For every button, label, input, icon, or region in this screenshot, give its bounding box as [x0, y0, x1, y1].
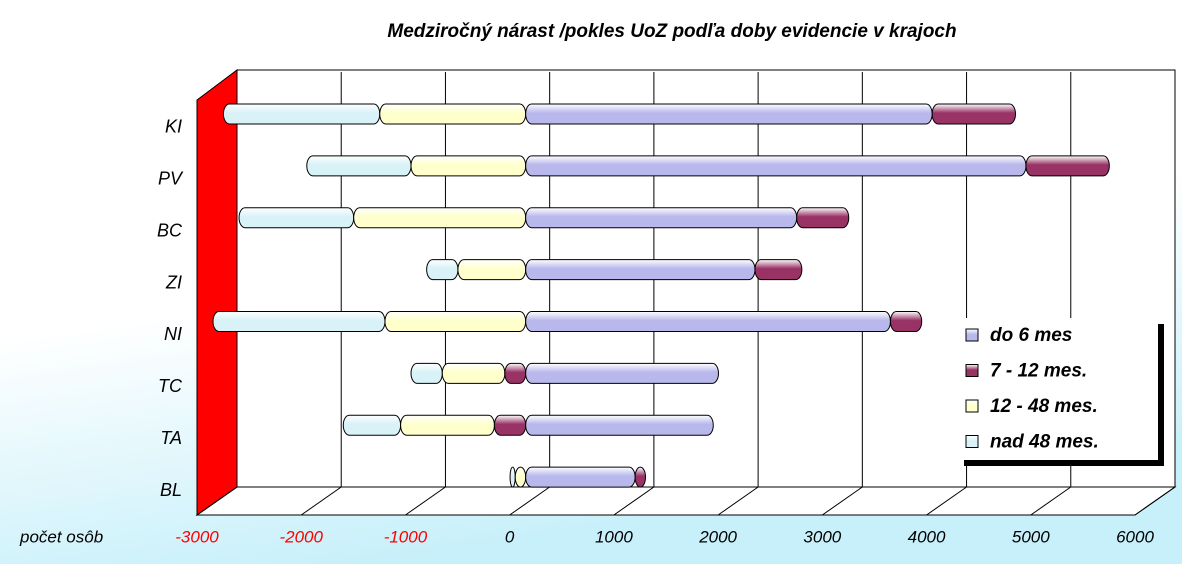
legend — [958, 318, 1158, 460]
bar — [754, 259, 803, 281]
x-tick-label: 6000 — [1116, 527, 1154, 546]
bar — [634, 466, 647, 488]
x-tick-label: -1000 — [384, 527, 428, 546]
bar — [306, 155, 412, 177]
legend-items: do 6 mes 7 - 12 mes. 12 - 48 mes. nad 48 me… — [965, 325, 1099, 453]
bar — [379, 103, 527, 125]
legend-label: 12 - 48 mes. — [990, 396, 1098, 417]
bar — [342, 414, 402, 436]
bar — [441, 362, 506, 384]
bar — [400, 414, 495, 436]
bar — [525, 414, 714, 436]
legend-swatch — [965, 399, 979, 413]
legend-label: 7 - 12 mes. — [990, 361, 1087, 382]
x-tick-label: -2000 — [279, 527, 323, 546]
bar — [384, 310, 527, 332]
bar — [525, 259, 756, 281]
chart-title: Medziročný nárast /pokles UoZ podľa doby… — [387, 21, 956, 42]
x-tick-label: -3000 — [175, 527, 219, 546]
x-tick-label: 1000 — [595, 527, 633, 546]
legend-swatch — [965, 435, 979, 448]
bar — [514, 466, 527, 488]
bar — [426, 259, 459, 281]
bar — [504, 362, 527, 384]
bar — [525, 362, 719, 384]
floor-line — [926, 486, 967, 516]
y-tick-label: TA — [160, 428, 182, 448]
y-tick-label: TC — [158, 376, 183, 396]
bar — [238, 207, 355, 229]
legend-label: nad 48 mes. — [990, 432, 1099, 453]
bars — [212, 103, 1110, 488]
x-tick-label: 2000 — [698, 527, 737, 546]
bar — [525, 103, 933, 125]
side-wall — [196, 69, 238, 516]
y-tick-label: BL — [160, 480, 182, 500]
bar — [493, 414, 527, 436]
floor-line — [196, 486, 238, 516]
bar — [212, 310, 386, 332]
legend-swatch — [965, 328, 979, 342]
bar — [1025, 155, 1110, 177]
bar — [889, 310, 923, 332]
bar — [222, 103, 381, 125]
y-tick-label: NI — [164, 324, 182, 344]
bar — [353, 207, 527, 229]
bar — [410, 155, 527, 177]
x-axis-label: počet osôb — [19, 527, 103, 546]
legend-label: do 6 mes — [990, 325, 1072, 346]
floor-line — [405, 486, 446, 516]
bar — [931, 103, 1017, 125]
y-tick-label: PV — [158, 169, 184, 189]
bar — [509, 466, 516, 488]
floor-line — [822, 486, 863, 516]
bar — [525, 155, 1027, 177]
bar — [457, 259, 527, 281]
legend-swatch — [965, 364, 979, 377]
bar — [525, 466, 636, 488]
x-tick-label: 3000 — [803, 527, 841, 546]
bar — [796, 207, 850, 229]
x-tick-label: 5000 — [1012, 527, 1050, 546]
bar — [525, 310, 891, 332]
floor-line — [1030, 486, 1072, 516]
x-tick-label: 4000 — [908, 527, 946, 546]
floor-line — [717, 486, 759, 516]
y-tick-label: KI — [165, 117, 182, 137]
floor-line — [300, 486, 342, 516]
floor-line — [1134, 486, 1176, 516]
bar — [525, 207, 798, 229]
y-tick-label: BC — [157, 220, 183, 240]
bar — [410, 362, 443, 384]
floor — [195, 486, 1177, 516]
floor-line — [613, 486, 655, 516]
x-tick-label: 0 — [505, 527, 515, 546]
y-tick-label: ZI — [165, 272, 182, 292]
floor-line — [509, 486, 550, 516]
